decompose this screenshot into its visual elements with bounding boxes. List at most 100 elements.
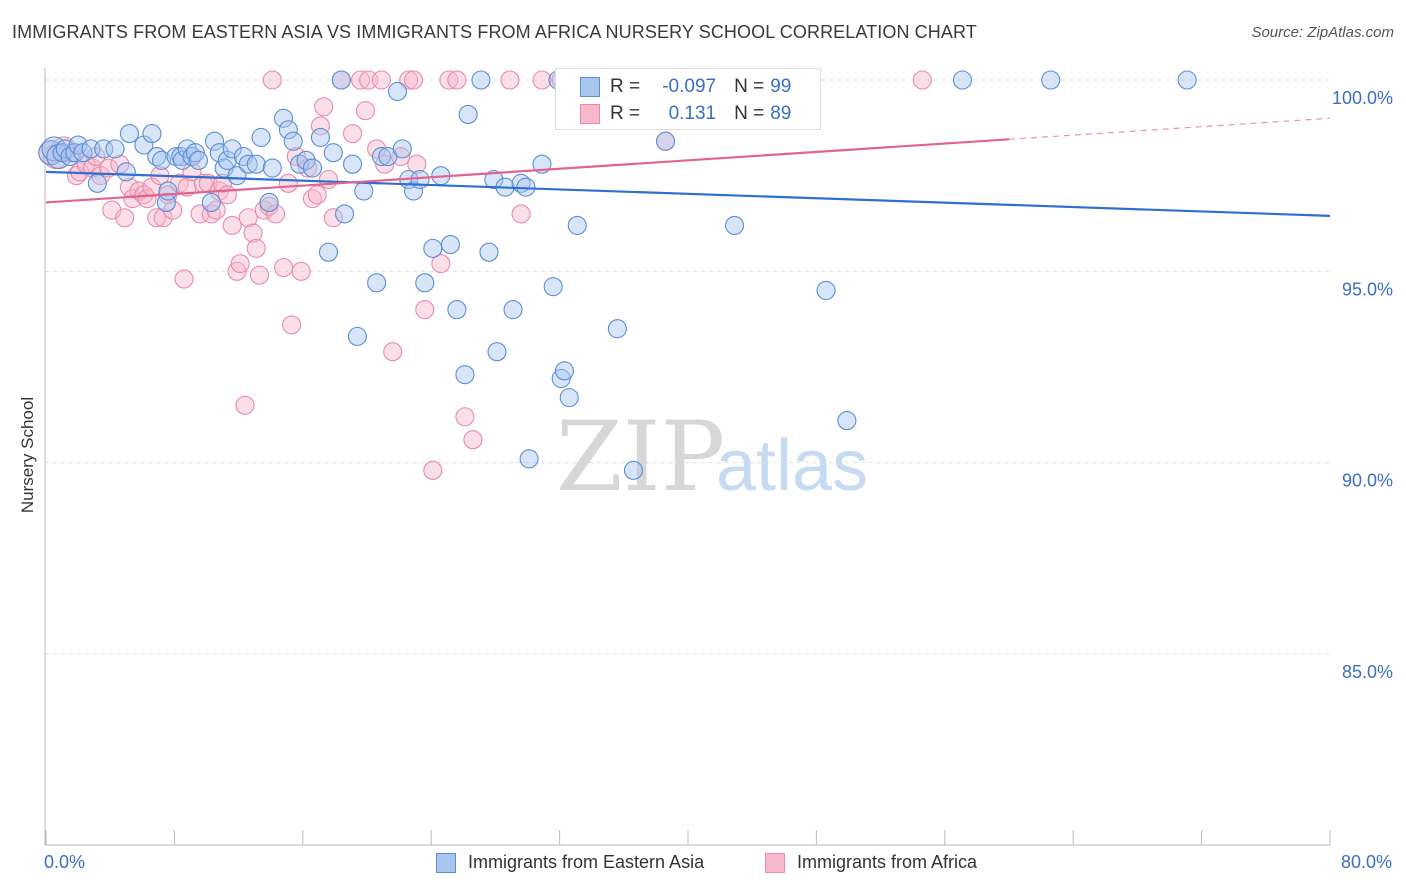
data-point — [399, 70, 419, 90]
data-point — [110, 154, 130, 174]
data-point — [559, 388, 579, 408]
data-point — [116, 162, 136, 182]
data-point — [137, 189, 157, 209]
r-label: R = — [610, 103, 641, 124]
data-point — [188, 150, 209, 170]
data-point — [331, 70, 351, 90]
legend-item-eastern-asia[interactable]: Immigrants from Eastern Asia — [436, 852, 704, 873]
data-point — [94, 139, 114, 159]
n-value: 99 — [770, 76, 792, 97]
n-label: N = — [734, 103, 765, 124]
data-point — [251, 127, 271, 147]
data-point — [185, 143, 205, 163]
data-point — [282, 315, 302, 335]
x-tick-min: 0.0% — [44, 852, 86, 872]
data-point — [383, 342, 403, 362]
data-point — [238, 208, 258, 228]
legend-swatch-blue — [436, 852, 456, 873]
data-point — [222, 215, 242, 235]
data-point — [278, 173, 298, 193]
data-point — [543, 277, 563, 297]
data-point — [262, 70, 282, 90]
data-point — [440, 234, 461, 255]
data-point — [371, 70, 391, 90]
data-point — [87, 173, 107, 193]
data-point — [91, 166, 111, 186]
data-point — [334, 204, 355, 224]
data-point — [351, 70, 371, 90]
data-point — [302, 158, 322, 178]
data-point — [230, 254, 250, 274]
watermark-atlas: atlas — [716, 426, 868, 506]
legend-swatch-pink — [765, 852, 785, 873]
africa-swatch — [580, 104, 600, 124]
data-point — [1177, 70, 1197, 90]
data-point — [511, 204, 531, 224]
data-point — [455, 365, 475, 385]
data-point — [174, 269, 194, 289]
data-point — [153, 208, 173, 228]
data-point — [217, 150, 237, 170]
trend-lines — [45, 117, 1331, 217]
data-point — [912, 70, 932, 90]
legend-label: Immigrants from Africa — [797, 852, 978, 872]
data-point — [392, 139, 412, 159]
source-credit: Source: ZipAtlas.com — [1251, 24, 1394, 41]
data-point — [407, 154, 427, 174]
axes — [44, 68, 1331, 846]
data-point — [371, 146, 391, 167]
r-value: 0.131 — [668, 103, 717, 124]
data-point — [227, 261, 247, 281]
data-point — [273, 108, 294, 128]
trend-line-africa-extension — [1008, 117, 1331, 140]
data-point — [1041, 70, 1061, 90]
data-point — [123, 189, 143, 209]
data-point — [249, 265, 270, 285]
data-point — [816, 280, 836, 301]
data-point — [310, 127, 331, 147]
data-point — [375, 154, 395, 174]
data-point — [177, 177, 197, 197]
legend-item-africa[interactable]: Immigrants from Africa — [765, 852, 977, 873]
data-point — [158, 181, 178, 201]
data-point — [318, 169, 339, 190]
series-africa-points — [38, 70, 932, 480]
data-point — [246, 238, 266, 258]
data-point — [283, 131, 303, 151]
data-point — [423, 238, 443, 258]
data-point — [323, 208, 343, 228]
data-point — [235, 395, 255, 415]
data-point — [291, 261, 311, 281]
data-point — [403, 70, 424, 90]
data-point — [286, 146, 306, 167]
data-point — [367, 273, 387, 293]
data-point — [415, 300, 435, 320]
data-point — [487, 342, 507, 362]
data-point — [724, 215, 745, 235]
data-point — [307, 185, 327, 205]
data-point — [204, 131, 225, 151]
data-point — [532, 70, 552, 90]
data-point — [273, 257, 294, 278]
watermark: ZIP atlas — [556, 401, 868, 513]
data-point — [152, 150, 172, 170]
n-value: 89 — [770, 103, 792, 124]
data-point — [458, 104, 478, 124]
data-point — [463, 430, 483, 450]
data-point — [105, 139, 125, 159]
data-point — [209, 143, 229, 163]
data-point — [190, 204, 210, 224]
data-point — [551, 368, 571, 389]
data-point — [314, 97, 334, 117]
data-point — [259, 192, 279, 213]
data-point — [310, 116, 331, 136]
data-point — [142, 124, 162, 144]
data-point — [403, 181, 424, 201]
data-point — [278, 120, 298, 140]
data-point — [243, 223, 263, 243]
data-point — [222, 139, 242, 159]
data-point — [147, 208, 167, 228]
data-point — [567, 215, 587, 235]
stats-row-eastern-asia: R = -0.097 N = 99 — [580, 74, 791, 100]
